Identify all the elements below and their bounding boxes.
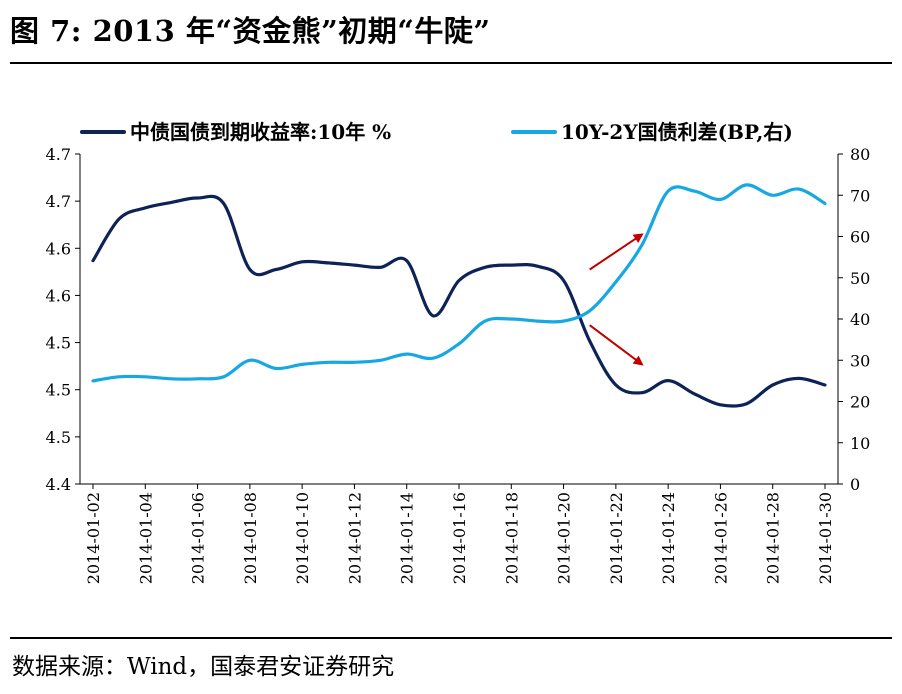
right-tick-label: 10: [850, 434, 870, 453]
left-tick-label: 4.6: [46, 239, 71, 258]
left-tick-label: 4.7: [46, 192, 71, 211]
legend: 中债国债到期收益率:10年 % 10Y-2Y国债利差(BP,右): [80, 120, 793, 144]
bottom-rule: [10, 637, 892, 639]
x-tick-label: 2014-01-06: [189, 492, 208, 584]
x-tick-label: 2014-01-16: [450, 492, 469, 584]
right-tick-label: 70: [850, 186, 870, 205]
x-tick-label: 2014-01-12: [345, 492, 364, 584]
annotation-arrow-down: [589, 324, 644, 366]
right-tick-label: 40: [850, 310, 870, 329]
x-tick-label: 2014-01-30: [816, 492, 835, 584]
left-tick-label: 4.5: [46, 428, 71, 447]
legend-label: 中债国债到期收益率:10年 %: [130, 120, 391, 144]
right-tick-label: 50: [850, 269, 870, 288]
x-tick-label: 2014-01-10: [293, 492, 312, 584]
right-tick-label: 20: [850, 393, 870, 412]
right-tick-label: 30: [850, 351, 870, 370]
figure-title: 图 7: 2013 年“资金熊”初期“牛陡”: [10, 14, 491, 48]
right-tick-label: 0: [850, 475, 860, 494]
x-tick-label: 2014-01-18: [502, 492, 521, 584]
series-layer: [91, 183, 827, 408]
series-line-spread-10y-2y: [91, 183, 827, 383]
x-tick-label: 2014-01-08: [241, 492, 260, 584]
left-tick-label: 4.7: [46, 145, 71, 164]
x-tick-label: 2014-01-20: [555, 492, 574, 584]
top-rule: [10, 62, 892, 64]
legend-label: 10Y-2Y国债利差(BP,右): [561, 120, 793, 144]
left-tick-label: 4.5: [46, 381, 71, 400]
x-tick-label: 2014-01-28: [764, 492, 783, 584]
x-tick-label: 2014-01-24: [659, 492, 678, 584]
x-tick-label: 2014-01-02: [84, 492, 103, 584]
x-tick-label: 2014-01-22: [607, 492, 626, 584]
series-line-yield-10y: [91, 194, 827, 408]
x-tick-label: 2014-01-14: [398, 492, 417, 584]
figure-source: 数据来源：Wind，国泰君安证券研究: [12, 654, 395, 680]
right-tick-label: 80: [850, 145, 870, 164]
left-tick-label: 4.5: [46, 334, 71, 353]
x-tick-label: 2014-01-04: [136, 492, 155, 584]
axes: 4.4 4.5 4.5 4.5 4.6 4.6 4.7 4.7 0 10 20 30 40 50 60 70 8…: [46, 145, 871, 584]
x-tick-label: 2014-01-26: [711, 492, 730, 584]
annotation-arrow-up: [589, 233, 644, 271]
annotation-layer: [589, 233, 644, 366]
left-tick-label: 4.4: [46, 475, 71, 494]
left-tick-label: 4.6: [46, 286, 71, 305]
right-tick-label: 60: [850, 228, 870, 247]
